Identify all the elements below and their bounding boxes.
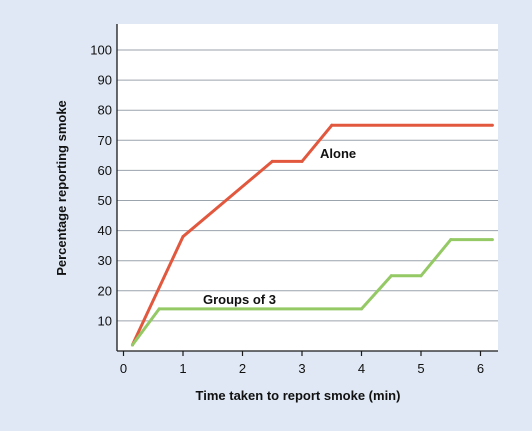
series-point-groups-of-3-4 [419, 274, 423, 278]
series-point-groups-of-3-2 [360, 307, 363, 311]
y-tick-label-100: 100 [90, 43, 112, 58]
x-axis-label: Time taken to report smoke (min) [196, 388, 401, 403]
y-tick-label-60: 60 [98, 163, 112, 178]
series-point-groups-of-3-3 [389, 274, 393, 278]
y-tick-label-50: 50 [98, 193, 112, 208]
series-point-groups-of-3-5 [449, 238, 453, 242]
series-point-alone-4 [330, 123, 334, 127]
series-point-alone-2 [270, 159, 274, 163]
y-tick-label-30: 30 [98, 253, 112, 268]
y-axis-label: Percentage reporting smoke [54, 100, 69, 276]
x-tick-label-6: 6 [477, 361, 484, 376]
tick-labels: 10 20 30 40 50 60 70 80 90 100 0 1 2 3 4 5 6 [90, 43, 484, 377]
y-tick-label-20: 20 [98, 283, 112, 298]
y-tick-label-40: 40 [98, 223, 112, 238]
labels: Percentage reporting smoke Time taken to… [54, 100, 400, 403]
series-label-groups-of-3: Groups of 3 [203, 292, 276, 307]
series-point-groups-of-3-6 [490, 238, 494, 242]
y-tick-label-80: 80 [98, 103, 112, 118]
x-tick-label-0: 0 [120, 361, 127, 376]
axes [116, 24, 498, 356]
series-label-alone: Alone [320, 146, 356, 161]
series-point-groups-of-3-1 [157, 307, 161, 311]
series-lines [130, 123, 494, 347]
x-tick-label-2: 2 [239, 361, 246, 376]
y-tick-label-10: 10 [98, 313, 112, 328]
plot-background [117, 24, 498, 351]
series-point-alone-3 [300, 159, 304, 163]
y-tick-label-90: 90 [98, 73, 112, 88]
series-point-alone-1 [181, 235, 185, 239]
x-tick-label-1: 1 [179, 361, 186, 376]
x-tick-label-5: 5 [417, 361, 424, 376]
x-tick-label-3: 3 [298, 361, 305, 376]
x-tick-label-4: 4 [358, 361, 365, 376]
series-line-alone [131, 123, 493, 346]
series-point-groups-of-3-0 [130, 343, 134, 347]
series-point-alone-5 [490, 123, 494, 127]
gridlines [117, 49, 498, 322]
y-tick-label-70: 70 [98, 133, 112, 148]
plot-area [117, 24, 498, 351]
